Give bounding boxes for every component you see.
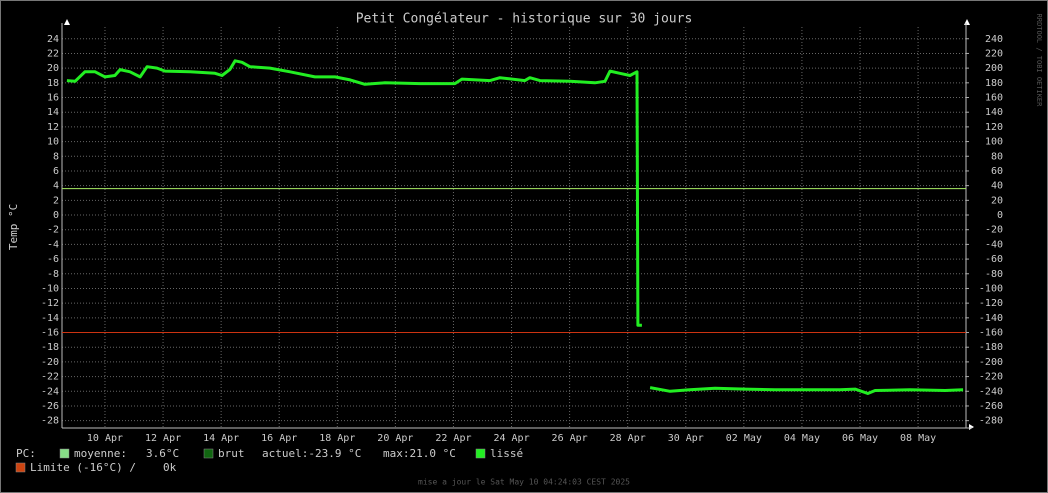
y-tick-label: 6: [53, 166, 59, 177]
y2-tick-label: 40: [991, 181, 1003, 192]
x-tick-label: 14 Apr: [203, 433, 239, 444]
legend-label: Limite (-16°C) /: [30, 461, 136, 474]
y2-tick-label: -180: [979, 342, 1003, 353]
y2-tick-label: 240: [985, 34, 1003, 45]
y2-tick-label: 160: [985, 93, 1003, 104]
data-line: [66, 59, 964, 395]
x-tick-label: 16 Apr: [261, 433, 297, 444]
y2-tick-label: -280: [979, 416, 1003, 427]
y-tick-label: -2: [47, 225, 59, 236]
y-tick-label: -20: [41, 357, 59, 368]
legend-label: moyenne:: [74, 447, 127, 460]
y-tick-label: -22: [41, 372, 59, 383]
x-tick-label: 02 May: [726, 433, 762, 444]
x-tick-label: 04 May: [784, 433, 820, 444]
x-tick-label: 26 Apr: [552, 433, 588, 444]
y-tick-label: 16: [47, 93, 59, 104]
y-tick-label: -14: [41, 313, 59, 324]
x-tick-label: 20 Apr: [377, 433, 413, 444]
y2-tick-label: -240: [979, 386, 1003, 397]
y2-tick-label: 140: [985, 107, 1003, 118]
y-tick-label: 10: [47, 137, 59, 148]
x-tick-label: 12 Apr: [145, 433, 181, 444]
legend-max: max:21.0 °C: [383, 447, 456, 460]
legend-swatch: [15, 462, 26, 473]
footer: mise a jour le Sat May 10 04:24:03 CEST …: [418, 478, 630, 487]
y2-tick-label: -40: [985, 239, 1003, 250]
y2-tick-label: 200: [985, 63, 1003, 74]
y-tick-label: -18: [41, 342, 59, 353]
y2-tick-label: 180: [985, 78, 1003, 89]
y-tick-label: -12: [41, 298, 59, 309]
y2-tick-label: -160: [979, 328, 1003, 339]
y2-tick-label: -20: [985, 225, 1003, 236]
x-tick-label: 06 May: [842, 433, 878, 444]
legend-current: actuel:-23.9 °C: [262, 447, 361, 460]
legend-label: brut: [218, 447, 245, 460]
y-tick-label: 18: [47, 78, 59, 89]
x-tick-label: 30 Apr: [668, 433, 704, 444]
y-tick-label: 0: [53, 210, 59, 221]
y2-tick-label: 0: [997, 210, 1003, 221]
x-tick-label: 22 Apr: [435, 433, 471, 444]
legend-prefix: PC:: [16, 447, 36, 460]
y2-tick-label: 120: [985, 122, 1003, 133]
y-tick-label: -24: [41, 386, 59, 397]
y-tick-label: -10: [41, 283, 59, 294]
y-tick-label: 12: [47, 122, 59, 133]
legend-swatch: [203, 448, 214, 459]
x-tick-label: 10 Apr: [87, 433, 123, 444]
chart-title: Petit Congélateur - historique sur 30 jo…: [356, 12, 693, 27]
y2-tick-label: -80: [985, 269, 1003, 280]
y2-tick-label: 80: [991, 151, 1003, 162]
legend-label: lissé: [490, 447, 523, 460]
y-tick-label: 2: [53, 195, 59, 206]
y2-tick-label: -220: [979, 372, 1003, 383]
y-tick-label: 20: [47, 63, 59, 74]
y-tick-label: -8: [47, 269, 59, 280]
y2-tick-label: -60: [985, 254, 1003, 265]
y-tick-label: 14: [47, 107, 59, 118]
y-tick-label: -16: [41, 328, 59, 339]
y-tick-label: 8: [53, 151, 59, 162]
y2-tick-label: 220: [985, 48, 1003, 59]
legend-swatch: [59, 448, 70, 459]
legend-value: 0k: [163, 461, 177, 474]
y-tick-label: 22: [47, 48, 59, 59]
side-text: RRDTOOL / TOBI OETIKER: [1035, 14, 1043, 108]
x-tick-label: 08 May: [900, 433, 936, 444]
y-tick-label: -4: [47, 239, 59, 250]
y-axis-label: Temp °C: [7, 204, 20, 250]
y-tick-label: 4: [53, 181, 59, 192]
y-tick-label: -6: [47, 254, 59, 265]
x-tick-label: 24 Apr: [493, 433, 529, 444]
x-tick-label: 28 Apr: [610, 433, 646, 444]
legend-swatch: [475, 448, 486, 459]
y2-tick-label: -140: [979, 313, 1003, 324]
y-tick-label: -26: [41, 401, 59, 412]
y2-tick-label: 100: [985, 137, 1003, 148]
y2-tick-label: -100: [979, 283, 1003, 294]
y-tick-label: 24: [47, 34, 59, 45]
y2-tick-label: -260: [979, 401, 1003, 412]
x-tick-label: 18 Apr: [319, 433, 355, 444]
legend-value: 3.6°C: [146, 447, 179, 460]
y2-tick-label: -200: [979, 357, 1003, 368]
y-tick-label: -28: [41, 416, 59, 427]
y2-tick-label: 20: [991, 195, 1003, 206]
axis-arrow: [64, 19, 70, 25]
y2-tick-label: -120: [979, 298, 1003, 309]
y2-tick-label: 60: [991, 166, 1003, 177]
